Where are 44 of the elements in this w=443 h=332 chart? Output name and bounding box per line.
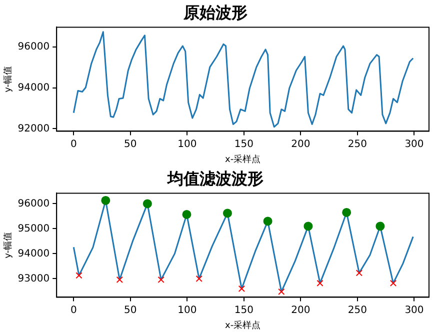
x-tick-label: 50	[124, 304, 137, 316]
point	[158, 276, 164, 284]
point	[390, 280, 397, 287]
point	[142, 199, 152, 208]
point	[316, 280, 324, 287]
x-tick-label: 100	[178, 304, 197, 316]
point	[263, 216, 272, 226]
point	[238, 285, 245, 292]
x-tick-label: 200	[291, 138, 310, 150]
point	[304, 222, 313, 231]
y-tick-label: 94000	[18, 82, 50, 94]
x-tick-label: 0	[70, 304, 77, 316]
y-tick-label: 94000	[18, 248, 50, 260]
point	[356, 270, 363, 276]
point	[76, 272, 82, 279]
chart-title: 原始波形	[182, 2, 248, 22]
y-tick-label: 96000	[18, 42, 50, 53]
x-tick-label: 0	[70, 138, 77, 150]
point	[116, 276, 123, 284]
point	[101, 196, 110, 205]
x-tick-label: 150	[234, 304, 254, 316]
x-tick-label: 100	[178, 138, 197, 150]
point	[222, 208, 232, 218]
x-axis-title: x-采样点	[225, 154, 261, 165]
x-tick-label: 50	[124, 138, 137, 150]
x-axis-title: x-采样点	[225, 320, 261, 331]
point	[196, 275, 202, 282]
x-tick-label: 300	[404, 304, 424, 316]
x-tick-label: 150	[234, 138, 254, 150]
y-tick-label: 92000	[18, 123, 50, 134]
x-tick-label: 250	[348, 138, 368, 150]
x-tick-label: 250	[348, 304, 368, 316]
x-tick-label: 300	[404, 138, 424, 150]
y-axis-title: y-幅值	[2, 66, 14, 92]
point	[342, 208, 352, 217]
y-axis-title: y-幅值	[2, 232, 14, 258]
point	[376, 222, 385, 231]
x-tick-label: 200	[291, 304, 310, 316]
point	[278, 288, 285, 296]
chart-title: 均值滤波波形	[166, 168, 264, 188]
y-tick-label: 95000	[18, 223, 50, 234]
y-tick-label: 96000	[18, 198, 50, 210]
y-tick-label: 93000	[18, 273, 50, 284]
point	[182, 210, 192, 219]
